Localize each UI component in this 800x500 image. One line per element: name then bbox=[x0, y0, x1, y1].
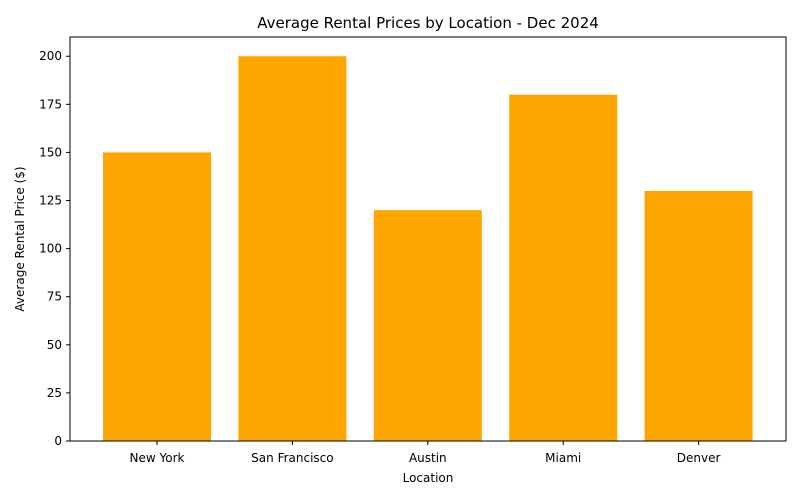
y-tick-label: 150 bbox=[39, 145, 62, 159]
x-axis-ticks: New York San Francisco Austin Miami Denver bbox=[130, 441, 721, 465]
x-tick-label: New York bbox=[130, 451, 185, 465]
y-tick-label: 50 bbox=[47, 338, 62, 352]
y-tick-label: 175 bbox=[39, 97, 62, 111]
y-tick-label: 100 bbox=[39, 242, 62, 256]
x-tick-label: San Francisco bbox=[251, 451, 333, 465]
y-tick-label: 0 bbox=[54, 434, 62, 448]
y-tick-label: 75 bbox=[47, 290, 62, 304]
x-tick-label: Denver bbox=[677, 451, 721, 465]
y-axis-label: Average Rental Price ($) bbox=[13, 166, 27, 311]
chart-title: Average Rental Prices by Location - Dec … bbox=[257, 14, 599, 32]
y-tick-label: 25 bbox=[47, 386, 62, 400]
y-axis-ticks: 0 25 50 75 100 125 150 175 200 bbox=[39, 49, 70, 448]
x-tick-label: Austin bbox=[409, 451, 447, 465]
bar-austin bbox=[373, 210, 482, 441]
x-axis-label: Location bbox=[403, 471, 454, 485]
x-tick-label: Miami bbox=[545, 451, 581, 465]
plot-frame bbox=[69, 36, 787, 442]
y-tick-label: 125 bbox=[39, 194, 62, 208]
y-tick-label: 200 bbox=[39, 49, 62, 63]
bar-miami bbox=[509, 94, 618, 441]
bar-san-francisco bbox=[238, 56, 347, 441]
bar-new-york bbox=[103, 152, 211, 441]
bar-denver bbox=[644, 190, 753, 441]
bars-group bbox=[103, 56, 753, 441]
